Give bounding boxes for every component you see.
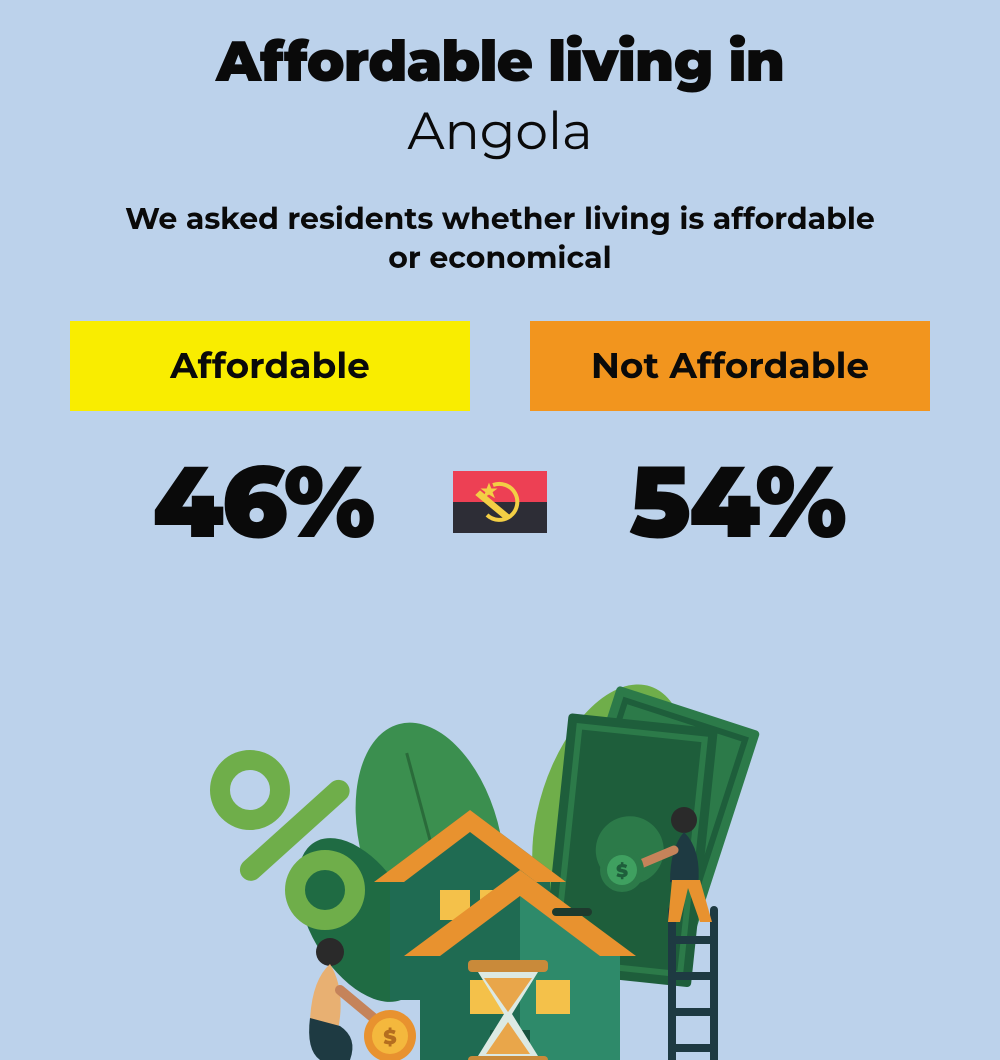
title-block: Affordable living in Angola [0, 0, 1000, 163]
svg-text:$: $ [616, 860, 628, 882]
percent-row: 46% 54% [0, 441, 1000, 563]
title-line1: Affordable living in [0, 28, 1000, 96]
not-affordable-label: Not Affordable [530, 321, 930, 411]
not-affordable-percent: 54% [587, 441, 887, 563]
angola-flag-icon [453, 471, 547, 533]
flag-emblem-icon [453, 471, 547, 533]
svg-text:$: $ [383, 1026, 396, 1050]
category-labels-row: Affordable Not Affordable [0, 321, 1000, 411]
affordable-label: Affordable [70, 321, 470, 411]
housing-illustration: $ $ [180, 660, 820, 1060]
subtitle: We asked residents whether living is aff… [110, 199, 890, 277]
affordable-percent: 46% [113, 441, 413, 563]
title-line2: Angola [0, 100, 1000, 163]
